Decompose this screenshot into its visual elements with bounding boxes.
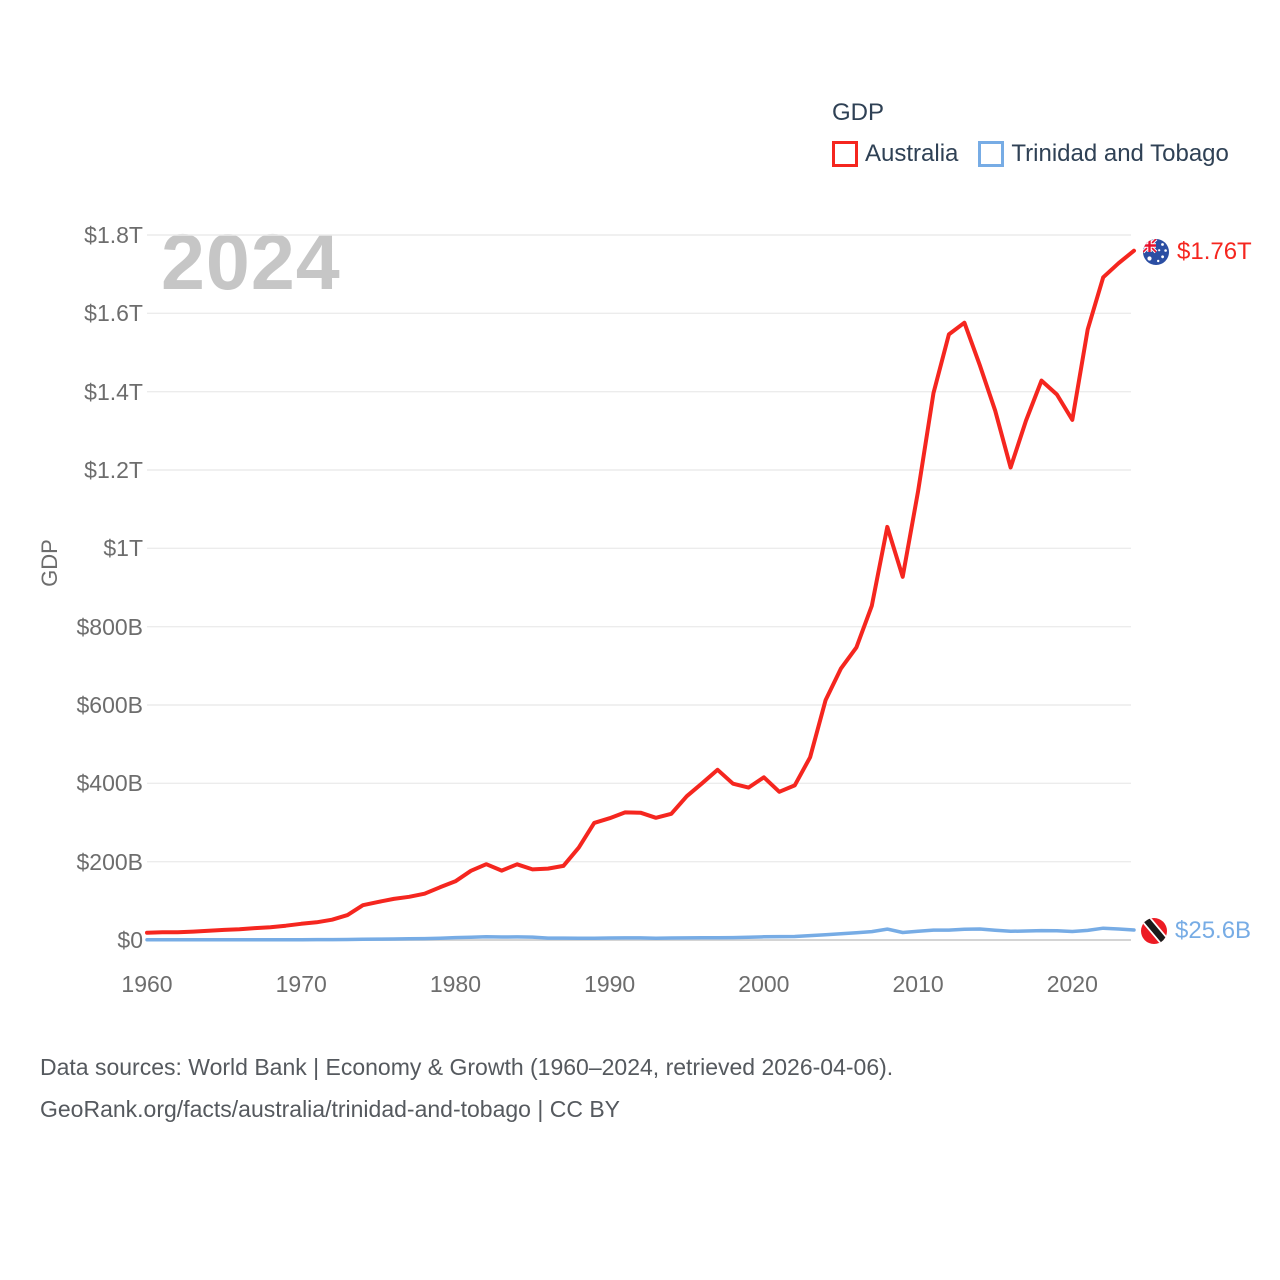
- x-tick-label: 1960: [121, 971, 173, 997]
- y-tick-label: $400B: [76, 770, 143, 797]
- series-line-trinidad-and-tobago[interactable]: [145, 926, 1136, 942]
- trinidad-and-tobago-series-swatch-icon: [978, 141, 1005, 167]
- trinidad-and-tobago-flag-icon: [1141, 918, 1167, 944]
- y-tick-label: $0: [117, 927, 143, 953]
- legend-items: Australia Trinidad and Tobago: [832, 140, 1229, 168]
- australia-flag-icon: [1143, 239, 1169, 265]
- y-tick-label: $200B: [76, 848, 143, 875]
- legend-label-trinidad-and-tobago: Trinidad and Tobago: [1011, 140, 1229, 167]
- x-tick-label: 1980: [429, 971, 482, 997]
- legend-title: GDP: [832, 99, 885, 126]
- footer-data-sources: Data sources: World Bank | Economy & Gro…: [40, 1054, 894, 1080]
- y-axis-title: GDP: [37, 539, 62, 587]
- series-line-australia[interactable]: [145, 248, 1136, 935]
- trinidad-and-tobago-end-label: $25.6B: [1141, 917, 1251, 945]
- australia-end-label: $1.76T: [1143, 238, 1252, 266]
- y-tick-label: $1.2T: [84, 457, 143, 483]
- y-tick-label: $1.4T: [84, 378, 143, 405]
- legend-item-australia[interactable]: Australia: [832, 140, 958, 168]
- y-tick-label: $1.6T: [84, 300, 143, 327]
- legend-label-australia: Australia: [865, 140, 959, 167]
- year-watermark: 2024: [161, 217, 341, 306]
- x-tick-label: 2010: [892, 971, 944, 997]
- legend-item-trinidad-and-tobago[interactable]: Trinidad and Tobago: [978, 140, 1229, 168]
- footer-attribution: GeoRank.org/facts/australia/trinidad-and…: [40, 1096, 620, 1122]
- y-tick-label: $600B: [76, 692, 143, 718]
- australia-end-value: $1.76T: [1177, 238, 1252, 265]
- x-tick-label: 2020: [1046, 971, 1098, 997]
- x-tick-label: 1970: [275, 971, 327, 997]
- x-tick-label: 2000: [738, 971, 790, 997]
- y-tick-label: $800B: [76, 613, 143, 640]
- chart-legend: GDP Australia Trinidad and Tobago: [832, 99, 1229, 168]
- y-tick-label: $1.8T: [84, 222, 143, 248]
- australia-series-swatch-icon: [832, 141, 858, 167]
- footer: Data sources: World Bank | Economy & Gro…: [40, 1046, 893, 1130]
- x-tick-label: 1990: [584, 971, 636, 997]
- trinidad-and-tobago-end-value: $25.6B: [1175, 917, 1252, 944]
